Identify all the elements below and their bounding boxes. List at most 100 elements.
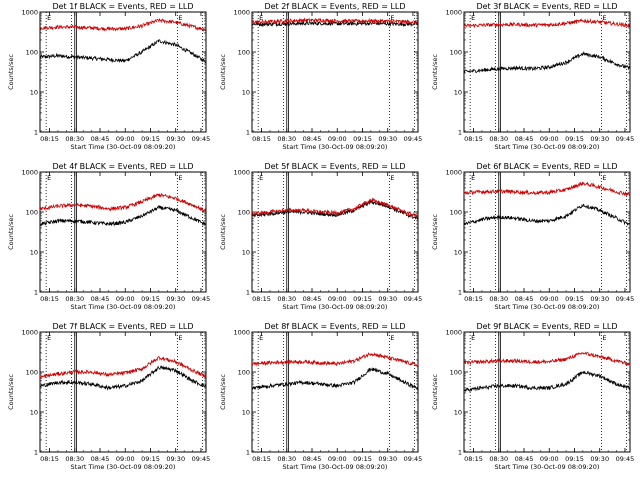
plot-frame xyxy=(463,11,631,133)
y-axis-label: Counts/sec xyxy=(219,54,227,90)
y-tick-label: 100 xyxy=(450,369,462,377)
events-series-line xyxy=(39,39,207,64)
x-tick-label: 09:30 xyxy=(378,455,397,463)
event-marker-label: E xyxy=(178,174,182,182)
x-tick-label: 09:30 xyxy=(590,455,609,463)
x-tick-label: 08:15 xyxy=(252,455,271,463)
x-tick-label: 08:30 xyxy=(489,135,508,143)
x-tick-label: 09:00 xyxy=(540,455,559,463)
event-marker-label: E xyxy=(390,334,394,342)
x-tick-label: 09:45 xyxy=(404,455,423,463)
y-tick-label: 1000 xyxy=(233,169,250,177)
x-tick-label: 08:15 xyxy=(464,295,483,303)
x-tick-label: 08:45 xyxy=(303,455,322,463)
event-marker-label: E xyxy=(602,14,606,22)
event-marker-label: E xyxy=(47,174,51,182)
y-tick-label: 1000 xyxy=(21,9,38,17)
y-tick-label: 100 xyxy=(238,369,250,377)
x-tick-label: 08:30 xyxy=(277,455,296,463)
panel-det-4f: Det 4f BLACK = Events, RED = LLD 1 10 100 10… xyxy=(7,162,210,311)
x-tick-label: 08:45 xyxy=(91,455,110,463)
panel-det-9f: Det 9f BLACK = Events, RED = LLD 1 10 100 10… xyxy=(431,322,634,471)
x-tick-label: 09:45 xyxy=(616,455,635,463)
event-marker-label: E xyxy=(47,334,51,342)
x-tick-label: 09:15 xyxy=(141,455,160,463)
x-axis-label: Start Time (30-Oct-09 08:09:20) xyxy=(71,303,176,311)
y-tick-label: 1 xyxy=(458,449,462,457)
panel-det-5f: Det 5f BLACK = Events, RED = LLD 1 10 100 10… xyxy=(219,162,422,311)
x-tick-label: 09:00 xyxy=(328,455,347,463)
plot-frame xyxy=(251,171,419,293)
panel-title: Det 6f BLACK = Events, RED = LLD xyxy=(476,162,617,171)
x-tick-label: 09:45 xyxy=(616,135,635,143)
event-marker-label: E xyxy=(178,14,182,22)
x-tick-label: 09:15 xyxy=(565,455,584,463)
y-tick-label: 1 xyxy=(458,289,462,297)
x-tick-label: 09:00 xyxy=(540,135,559,143)
x-axis-label: Start Time (30-Oct-09 08:09:20) xyxy=(495,143,600,151)
y-axis-label: Counts/sec xyxy=(7,54,15,90)
x-tick-label: 09:30 xyxy=(166,295,185,303)
plot-frame xyxy=(39,11,207,133)
plot-frame xyxy=(463,171,631,293)
lld-series-line xyxy=(39,18,207,32)
y-tick-label: 1000 xyxy=(21,169,38,177)
y-tick-label: 1000 xyxy=(445,9,462,17)
event-marker-label: E xyxy=(259,14,263,22)
panel-title: Det 2f BLACK = Events, RED = LLD xyxy=(264,2,405,11)
y-tick-label: 1 xyxy=(246,289,250,297)
x-axis-label: Start Time (30-Oct-09 08:09:20) xyxy=(71,463,176,471)
y-tick-label: 1 xyxy=(246,449,250,457)
y-tick-label: 1000 xyxy=(21,329,38,337)
panel-det-2f: Det 2f BLACK = Events, RED = LLD 1 10 100 10… xyxy=(219,2,422,151)
events-series-line xyxy=(251,20,419,28)
x-tick-label: 09:15 xyxy=(353,135,372,143)
y-tick-label: 100 xyxy=(238,49,250,57)
y-tick-label: 10 xyxy=(30,249,38,257)
x-axis-label: Start Time (30-Oct-09 08:09:20) xyxy=(71,143,176,151)
panel-det-6f: Det 6f BLACK = Events, RED = LLD 1 10 100 10… xyxy=(431,162,634,311)
panel-det-7f: Det 7f BLACK = Events, RED = LLD 1 10 100 10… xyxy=(7,322,210,471)
plot-frame xyxy=(39,171,207,293)
y-axis-label: Counts/sec xyxy=(7,374,15,410)
x-tick-label: 08:45 xyxy=(515,455,534,463)
x-tick-label: 08:30 xyxy=(489,455,508,463)
x-tick-label: 08:30 xyxy=(277,135,296,143)
y-tick-label: 10 xyxy=(454,409,462,417)
event-marker-label: E xyxy=(471,174,475,182)
x-tick-label: 08:45 xyxy=(91,295,110,303)
x-tick-label: 09:15 xyxy=(565,295,584,303)
plot-frame xyxy=(251,331,419,453)
event-marker-label: E xyxy=(390,14,394,22)
x-tick-label: 09:00 xyxy=(328,295,347,303)
y-tick-label: 100 xyxy=(450,209,462,217)
event-marker-label: E xyxy=(602,174,606,182)
panel-title: Det 8f BLACK = Events, RED = LLD xyxy=(264,322,405,331)
panel-title: Det 9f BLACK = Events, RED = LLD xyxy=(476,322,617,331)
panel-det-1f: Det 1f BLACK = Events, RED = LLD 1 10 100 10… xyxy=(7,2,210,151)
x-tick-label: 08:45 xyxy=(303,295,322,303)
x-tick-label: 08:30 xyxy=(65,455,84,463)
y-axis-label: Counts/sec xyxy=(219,374,227,410)
panel-title: Det 5f BLACK = Events, RED = LLD xyxy=(264,162,405,171)
x-tick-label: 08:30 xyxy=(65,135,84,143)
x-tick-label: 09:15 xyxy=(353,455,372,463)
events-series-line xyxy=(39,205,207,227)
event-marker-label: E xyxy=(259,174,263,182)
x-tick-label: 08:15 xyxy=(464,135,483,143)
lld-series-line xyxy=(463,351,631,366)
plot-frame xyxy=(39,331,207,453)
y-tick-label: 1 xyxy=(246,129,250,137)
x-tick-label: 09:00 xyxy=(116,135,135,143)
x-tick-label: 08:30 xyxy=(277,295,296,303)
y-axis-label: Counts/sec xyxy=(431,54,439,90)
y-tick-label: 10 xyxy=(242,89,250,97)
x-tick-label: 08:45 xyxy=(515,295,534,303)
x-tick-label: 08:15 xyxy=(40,455,59,463)
y-tick-label: 10 xyxy=(454,89,462,97)
x-tick-label: 09:45 xyxy=(404,135,423,143)
y-tick-label: 100 xyxy=(26,369,38,377)
x-tick-label: 08:15 xyxy=(252,135,271,143)
x-axis-label: Start Time (30-Oct-09 08:09:20) xyxy=(283,463,388,471)
x-tick-label: 08:45 xyxy=(91,135,110,143)
